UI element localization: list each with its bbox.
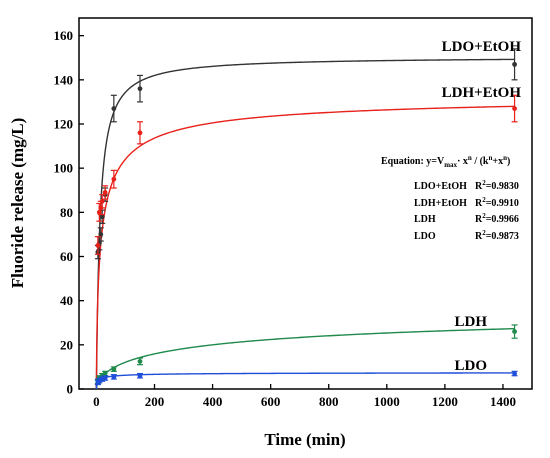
fit-curve-ldh xyxy=(95,327,515,389)
data-point-ldh-etoh xyxy=(136,121,143,145)
data-point-ldh-etoh xyxy=(94,236,101,255)
fit-r2-ldo-etoh: R2=0.9830 xyxy=(475,179,519,192)
y-tick-label: 40 xyxy=(60,293,73,308)
fit-curve-ldo xyxy=(95,372,515,389)
x-tick-label: 0 xyxy=(93,394,100,409)
data-point-ldh-etoh xyxy=(99,194,106,209)
curves-layer xyxy=(95,58,515,389)
curve-label-ldh: LDH xyxy=(454,314,487,330)
x-axis-title: Time (min) xyxy=(264,430,345,449)
y-tick-label: 120 xyxy=(54,117,74,132)
fit-r2-ldo: R2=0.9873 xyxy=(475,229,519,242)
curve-label-ldo-etoh: LDO+EtOH xyxy=(442,39,522,55)
x-tick-label: 400 xyxy=(203,394,223,409)
data-point-ldh-etoh xyxy=(511,94,518,123)
x-tick-label: 200 xyxy=(145,394,165,409)
y-axis-title: Fluoride release (mg/L) xyxy=(8,118,27,289)
plot-frame xyxy=(78,17,533,390)
y-tick-label: 160 xyxy=(54,28,74,43)
x-tick-label: 600 xyxy=(261,394,281,409)
x-tick-label: 1400 xyxy=(490,394,516,409)
y-tick-label: 80 xyxy=(60,205,73,220)
data-point-ldh-etoh xyxy=(110,169,117,189)
x-tick-label: 1200 xyxy=(432,394,458,409)
data-point-ldo xyxy=(110,374,117,380)
x-tick-label: 800 xyxy=(319,394,339,409)
data-point-ldo-etoh xyxy=(97,227,104,242)
y-tick-label: 20 xyxy=(60,337,73,352)
fit-label-ldh-etoh: LDH+EtOH xyxy=(414,198,467,209)
y-tick-label: 100 xyxy=(54,161,74,176)
data-point-ldo xyxy=(102,375,109,381)
points-layer xyxy=(94,48,518,386)
data-point-ldo-etoh xyxy=(110,94,117,123)
fit-annotation: Equation: y=Vmax· xn / (kn+xn) LDO+EtOH … xyxy=(381,154,519,242)
data-point-ldh xyxy=(110,366,117,372)
data-point-ldo xyxy=(511,370,518,377)
equation-text: Equation: y=Vmax· xn / (kn+xn) xyxy=(381,154,510,169)
x-tick-label: 1000 xyxy=(374,394,400,409)
fit-r2-ldh: R2=0.9966 xyxy=(475,212,519,225)
fit-label-ldh: LDH xyxy=(414,214,436,225)
y-tick-label: 0 xyxy=(67,382,74,397)
fit-label-ldo: LDO xyxy=(414,231,436,242)
ticks-layer: 0 200 400 600 800 1000 1200 1400 0 20 40 60 80 100 120… xyxy=(54,28,516,409)
y-tick-label: 60 xyxy=(60,249,73,264)
data-point-ldo-etoh xyxy=(136,74,143,103)
curve-label-ldo: LDO xyxy=(454,358,487,374)
data-point-ldo xyxy=(136,372,143,379)
data-point-ldh xyxy=(511,324,518,339)
fit-curve-ldh-etoh xyxy=(95,105,515,389)
curve-label-ldh-etoh: LDH+EtOH xyxy=(442,85,522,101)
data-point-ldo-etoh xyxy=(511,48,518,81)
fit-curve-ldo-etoh xyxy=(95,58,515,389)
data-point-ldh-etoh xyxy=(102,185,109,200)
fit-r2-ldh-etoh: R2=0.9910 xyxy=(475,196,519,209)
fit-label-ldo-etoh: LDO+EtOH xyxy=(414,181,467,192)
y-tick-label: 140 xyxy=(54,72,74,87)
data-point-ldh xyxy=(136,357,143,366)
